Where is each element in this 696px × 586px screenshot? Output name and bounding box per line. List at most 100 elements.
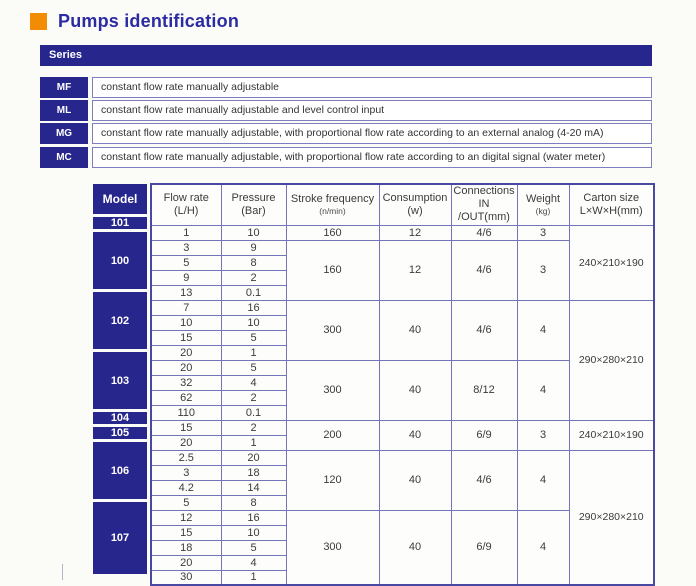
table-row: 20 1 (150, 344, 654, 361)
col-header-unit: L×W×H(mm) (579, 204, 643, 217)
model-cell-100: 100 (93, 232, 147, 289)
col-header-unit: (L/H) (174, 204, 199, 217)
connections-cell: 4/6 (450, 239, 518, 301)
consumption-cell: 40 (378, 509, 452, 586)
flow-rate-cell: 20 (150, 554, 222, 571)
weight-cell: 4 (516, 359, 570, 421)
model-cell-106: 106 (93, 442, 147, 499)
table-row: 20 4 (150, 554, 654, 571)
weight-cell: 4 (516, 299, 570, 361)
series-row-mc: MC constant flow rate manually adjustabl… (40, 147, 652, 168)
pressure-cell: 2 (220, 389, 287, 406)
series-description-mf: constant flow rate manually adjustable (92, 77, 652, 98)
carton-size-cell: 240×210×190 (568, 224, 655, 301)
weight-cell: 4 (516, 509, 570, 586)
col-header-label: Consumption (382, 191, 448, 204)
col-header-consumption: Consumption (w) (378, 183, 452, 226)
series-row-mg: MG constant flow rate manually adjustabl… (40, 123, 652, 144)
series-row-ml: ML constant flow rate manually adjustabl… (40, 100, 652, 121)
pressure-cell: 1 (220, 569, 287, 586)
pressure-cell: 16 (220, 509, 287, 526)
pressure-cell: 4 (220, 374, 287, 391)
flow-rate-cell: 12 (150, 509, 222, 526)
col-header-unit: (w) (407, 204, 423, 217)
pressure-cell: 0.1 (220, 404, 287, 421)
model-cell-104: 104 (93, 412, 147, 424)
stroke-cell: 200 (285, 419, 380, 451)
consumption-cell: 40 (378, 359, 452, 421)
col-header-unit: (kg) (535, 206, 551, 217)
flow-rate-cell: 30 (150, 569, 222, 586)
table-row: 15 5 (150, 329, 654, 346)
pressure-cell: 14 (220, 479, 287, 496)
flow-rate-cell: 20 (150, 344, 222, 361)
col-header-flow-rate: Flow rate (L/H) (150, 183, 222, 226)
col-header-label: Pressure (231, 191, 276, 204)
series-code-mf: MF (40, 77, 88, 98)
pressure-cell: 1 (220, 344, 287, 361)
page-title: Pumps identification (58, 11, 240, 31)
carton-size-cell: 290×280×210 (568, 299, 655, 421)
header-row: Flow rate (L/H) Pressure (Bar) Stroke freque… (150, 183, 655, 226)
stroke-cell: 300 (285, 359, 380, 421)
model-cell-103: 103 (93, 352, 147, 409)
connections-cell: 4/6 (450, 449, 518, 511)
page-title-row: Pumps identification (30, 11, 239, 32)
pressure-cell: 8 (220, 494, 287, 511)
flow-rate-cell: 15 (150, 329, 222, 346)
col-header-unit: (n/min) (319, 206, 346, 217)
flow-rate-cell: 5 (150, 254, 222, 271)
pressure-cell: 16 (220, 299, 287, 316)
col-header-label: Weight (525, 193, 561, 206)
pressure-cell: 5 (220, 539, 287, 556)
model-cell-107: 107 (93, 502, 147, 574)
carton-size-cell: 290×280×210 (568, 449, 655, 586)
table-row: 15 10 (150, 524, 654, 541)
weight-cell: 3 (516, 419, 570, 451)
stroke-cell: 120 (285, 449, 380, 511)
flow-rate-cell: 7 (150, 299, 222, 316)
consumption-cell: 40 (378, 449, 452, 511)
pressure-cell: 5 (220, 359, 287, 376)
col-header-label: Stroke frequency (290, 193, 375, 206)
stroke-cell: 300 (285, 299, 380, 361)
pressure-cell: 10 (220, 524, 287, 541)
pressure-cell: 9 (220, 239, 287, 256)
flow-rate-cell: 4.2 (150, 479, 222, 496)
connections-cell: 4/6 (450, 299, 518, 361)
series-code-mc: MC (40, 147, 88, 168)
flow-rate-cell: 20 (150, 359, 222, 376)
table-row: 1 10 160 12 4/6 3 240×210×190 (150, 224, 655, 301)
table-row: 15 2 200 40 6/9 3 240×210×190 (150, 419, 655, 451)
flow-rate-cell: 5 (150, 494, 222, 511)
col-header-label: Connections (453, 185, 515, 197)
page-edge-line (62, 564, 63, 580)
flow-rate-cell: 1 (150, 224, 222, 241)
pressure-cell: 2 (220, 269, 287, 286)
weight-cell: 4 (516, 449, 570, 511)
carton-size-cell: 240×210×190 (568, 419, 655, 451)
table-row: 7 16 300 40 4/6 4 290×280×210 (150, 299, 655, 421)
flow-rate-cell: 2.5 (150, 449, 222, 466)
flow-rate-cell: 32 (150, 374, 222, 391)
weight-cell: 3 (516, 224, 570, 241)
table-row: 4.2 14 (150, 479, 654, 496)
flow-rate-cell: 110 (150, 404, 222, 421)
series-row-mf: MF constant flow rate manually adjustabl… (40, 77, 652, 98)
col-header-unit: IN /OUT(mm) (458, 198, 510, 224)
pressure-cell: 2 (220, 419, 287, 436)
table-row: 20 5 300 40 8/12 4 (150, 359, 654, 421)
table-row: 62 2 (150, 389, 654, 406)
pressure-cell: 8 (220, 254, 287, 271)
col-header-label: Flow rate (163, 191, 209, 204)
flow-rate-cell: 20 (150, 434, 222, 451)
model-cell-102: 102 (93, 292, 147, 349)
spec-table: Flow rate (L/H) Pressure (Bar) Stroke freque… (150, 183, 655, 586)
pressure-cell: 10 (220, 224, 287, 241)
connections-cell: 6/9 (450, 509, 518, 586)
table-row: 12 16 300 40 6/9 4 (150, 509, 654, 586)
connections-cell: 8/12 (450, 359, 518, 421)
flow-rate-cell: 18 (150, 539, 222, 556)
